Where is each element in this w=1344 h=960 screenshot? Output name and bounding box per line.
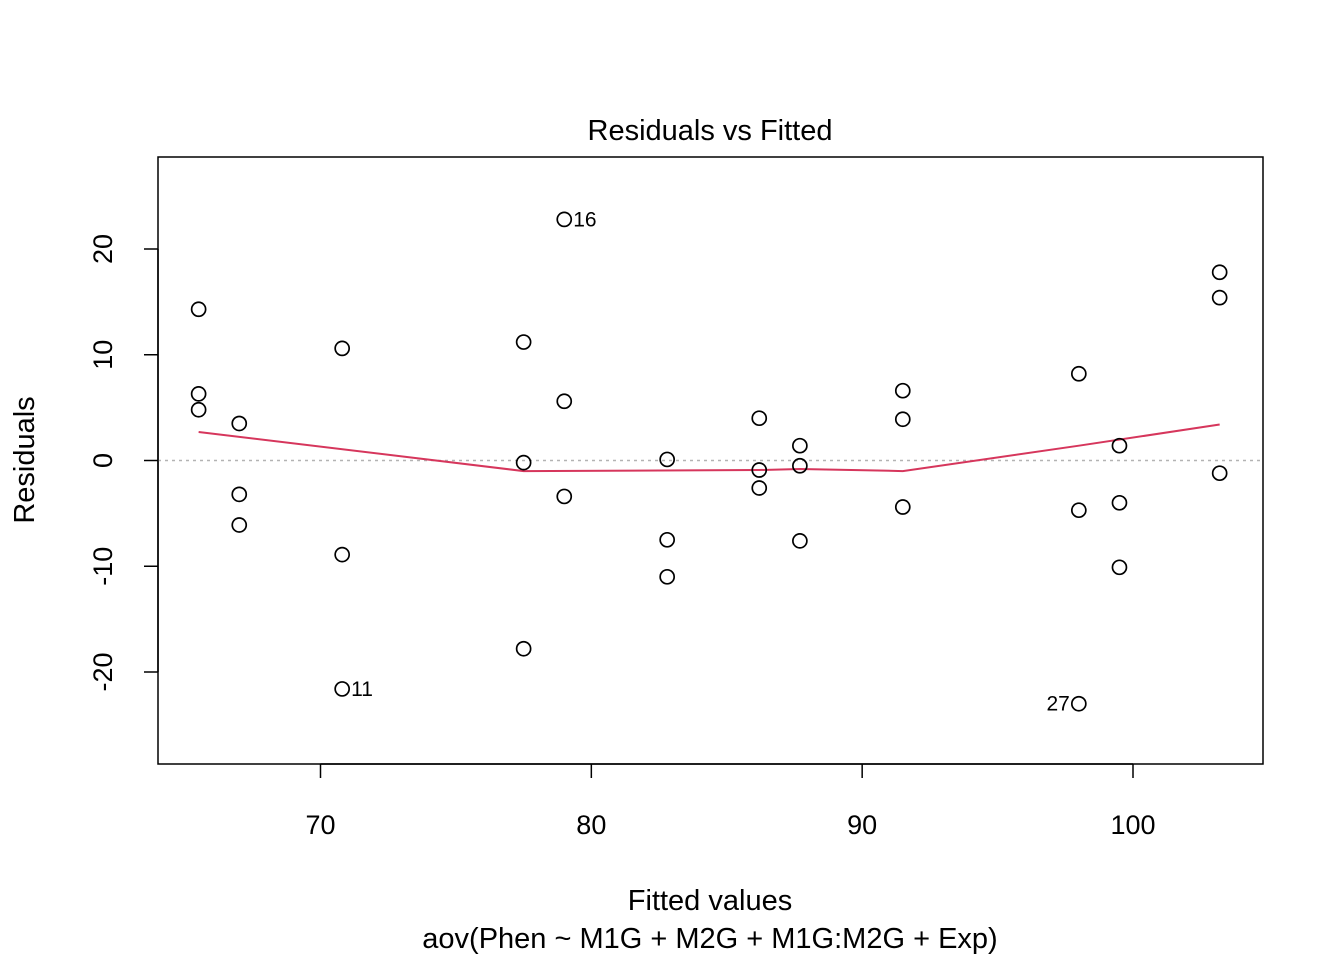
data-point [1211,264,1228,281]
y-tick-label: 10 [88,340,118,370]
data-point [751,480,768,496]
y-tick-label: 0 [88,453,118,468]
data-point [1111,559,1128,576]
data-point [1070,365,1087,382]
data-point [751,410,768,427]
data-point [1211,465,1228,482]
data-point [334,340,351,357]
points-layer: 11 16 27 [190,208,1228,716]
data-point [792,437,808,454]
data-point [556,211,573,228]
data-point [190,401,207,418]
x-axis-label: Fitted values [628,885,792,917]
data-point [515,454,532,471]
data-point [190,386,207,402]
data-point [334,546,351,563]
y-tick-label: -10 [88,547,118,586]
smoother-line [198,423,1220,473]
data-point [556,393,573,410]
chart-title: Residuals vs Fitted [588,115,833,147]
data-point [231,517,248,533]
x-tick-label: 90 [847,810,877,840]
data-point [556,488,573,505]
data-point [231,486,248,503]
data-point [751,462,768,478]
x-tick-label: 100 [1110,810,1155,840]
data-point [1111,494,1128,511]
chart-subtitle: aov(Phen ~ M1G + M2G + M1G:M2G + Exp) [422,923,997,955]
data-point [894,411,911,428]
data-point [894,382,911,399]
data-point [515,334,532,350]
x-tick-label: 70 [305,810,335,840]
data-point [792,457,808,474]
x-axis: 70 80 90 100 [305,763,1156,840]
y-tick-label: 20 [88,234,118,264]
data-point [190,301,207,318]
data-point [231,415,248,432]
smoother-line-layer [198,423,1220,473]
data-point [659,451,676,468]
data-point [1070,695,1087,712]
data-point [1111,437,1128,454]
point-label: 27 [1046,693,1069,716]
y-tick-label: -20 [88,652,118,691]
data-point [1070,502,1087,519]
data-point [334,681,351,697]
data-point [1211,289,1228,306]
y-axis-label: Residuals [9,396,41,523]
data-point [659,568,676,585]
point-label: 16 [573,208,596,231]
point-label: 11 [351,678,373,701]
y-axis: -20 -10 0 10 20 [88,234,159,692]
x-tick-label: 80 [576,810,606,840]
data-point [894,499,911,515]
data-point [792,533,808,549]
data-point [659,531,676,548]
data-point [515,640,532,657]
